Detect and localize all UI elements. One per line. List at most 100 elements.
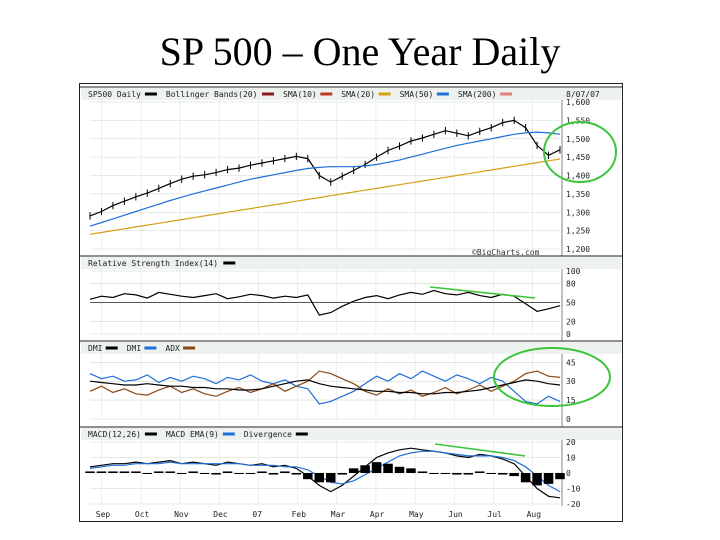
divergence-bar <box>337 473 347 475</box>
series-line <box>89 131 561 227</box>
divergence-bar <box>452 473 462 475</box>
chart-frame: SP500 Daily Bollinger Bands(20) SMA(10) SMA… <box>79 83 623 522</box>
divergence-bar <box>108 471 118 473</box>
y-tick-label: 45 <box>566 358 576 367</box>
legend-label: Bollinger Bands(20) <box>166 90 258 99</box>
divergence-bar <box>440 473 451 474</box>
y-tick-label: 0 <box>566 415 571 424</box>
divergence-bar <box>119 471 130 473</box>
divergence-bar <box>417 471 428 473</box>
divergence-bar <box>142 473 153 474</box>
y-tick-label: 50 <box>566 299 576 308</box>
highlight-circle <box>493 347 611 407</box>
y-tick-label: 1,400 <box>566 172 590 181</box>
divergence-bar <box>222 471 233 473</box>
divergence-bar <box>509 473 519 477</box>
y-tick-label: 1,600 <box>566 98 590 107</box>
watermark: ©BigCharts.com <box>472 248 540 257</box>
x-tick-label: Apr <box>370 510 385 519</box>
trend-line <box>429 286 536 299</box>
series-line <box>89 450 561 493</box>
divergence-bar <box>176 473 187 474</box>
legend-label: SMA(50) <box>400 90 434 99</box>
x-tick-label: Jun <box>448 510 463 519</box>
divergence-bar <box>303 473 313 480</box>
legend-label: ADX <box>165 344 180 353</box>
divergence-bar <box>429 473 439 474</box>
stock-chart: SP500 Daily Bollinger Bands(20) SMA(10) SMA… <box>80 86 622 519</box>
divergence-bar <box>463 473 474 475</box>
divergence-bar <box>325 473 336 483</box>
y-tick-label: 20 <box>566 438 576 447</box>
legend-label: MACD(12,26) <box>88 430 141 439</box>
legend-bar <box>81 428 621 440</box>
legend-bar <box>81 342 621 354</box>
divergence-bar <box>257 471 267 473</box>
series-line <box>89 447 561 499</box>
legend-bar <box>81 257 621 269</box>
legend-label: SMA(10) <box>283 90 317 99</box>
divergence-bar <box>96 471 107 473</box>
divergence-bar <box>383 463 393 473</box>
y-tick-label: 10 <box>566 454 576 463</box>
x-tick-label: Feb <box>292 510 307 519</box>
y-tick-label: 30 <box>566 377 576 386</box>
y-tick-label: 100 <box>566 267 581 276</box>
y-tick-label: 1,350 <box>566 190 590 199</box>
y-tick-label: 15 <box>566 396 576 405</box>
series-line <box>89 119 561 217</box>
x-tick-label: Oct <box>135 510 150 519</box>
trend-line <box>434 443 526 457</box>
y-tick-label: 1,550 <box>566 116 590 125</box>
chart-date: 8/07/07 <box>566 90 600 99</box>
legend-bar <box>81 88 621 100</box>
divergence-bar <box>291 473 302 475</box>
divergence-bar <box>165 471 175 473</box>
y-tick-label: 1,200 <box>566 245 590 254</box>
y-tick-label: 0 <box>566 469 571 478</box>
y-tick-label: 1,300 <box>566 208 590 217</box>
series-line <box>89 379 561 395</box>
legend-label: SMA(20) <box>341 90 375 99</box>
x-tick-label: Nov <box>174 510 189 519</box>
divergence-bar <box>406 468 416 473</box>
divergence-bar <box>314 473 325 483</box>
x-tick-label: Aug <box>527 510 542 519</box>
highlight-circle <box>543 121 617 183</box>
divergence-bar <box>520 473 531 483</box>
y-tick-label: -20 <box>566 500 581 509</box>
legend-label: Relative Strength Index(14) <box>88 259 218 268</box>
divergence-bar <box>348 468 359 473</box>
y-tick-label: 1,250 <box>566 227 590 236</box>
x-tick-label: Sep <box>96 510 111 519</box>
series-line <box>89 289 561 316</box>
divergence-bar <box>154 471 164 473</box>
divergence-bar <box>371 462 382 473</box>
divergence-bar <box>245 473 256 474</box>
y-tick-label: 0 <box>566 330 571 339</box>
legend-label: DMI <box>88 344 103 353</box>
divergence-bar <box>199 473 210 474</box>
divergence-bar <box>188 471 198 473</box>
series-line <box>89 370 561 405</box>
divergence-bar <box>532 473 542 486</box>
divergence-bar <box>211 473 221 475</box>
divergence-bar <box>555 473 565 480</box>
x-tick-label: Dec <box>213 510 228 519</box>
divergence-bar <box>475 471 485 473</box>
series-line <box>89 370 561 397</box>
divergence-bar <box>85 471 95 473</box>
x-tick-label: Jul <box>487 510 502 519</box>
divergence-bar <box>234 473 244 474</box>
divergence-bar <box>131 471 141 473</box>
divergence-bar <box>486 473 496 474</box>
legend-label: MACD EMA(9) <box>166 430 219 439</box>
divergence-bar <box>543 473 554 484</box>
y-tick-label: -10 <box>566 485 581 494</box>
legend-label: SMA(200) <box>458 90 497 99</box>
divergence-bar <box>268 473 279 475</box>
x-tick-label: May <box>409 510 424 519</box>
legend-label: DMI <box>127 344 142 353</box>
x-tick-label: 07 <box>252 510 262 519</box>
divergence-bar <box>280 471 290 473</box>
